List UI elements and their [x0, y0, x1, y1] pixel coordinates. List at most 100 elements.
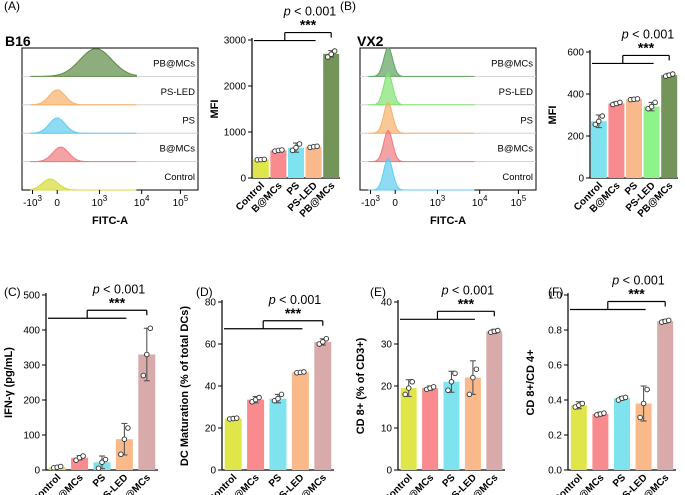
track-label: Control	[164, 172, 195, 183]
y-tick-label: 400	[23, 326, 40, 337]
track-label: PS-LED	[499, 87, 533, 98]
histogram-curve	[30, 48, 137, 77]
data-point	[256, 394, 262, 401]
significance-stars: ***	[628, 286, 645, 302]
bar	[252, 159, 269, 178]
y-tick-label: 500	[23, 291, 40, 302]
data-point	[473, 366, 480, 372]
data-point	[445, 387, 451, 393]
data-point	[409, 379, 415, 385]
y-tick-label: 200	[567, 132, 584, 143]
bar	[400, 388, 417, 470]
bar	[288, 147, 304, 178]
y-tick-label: 3000	[224, 36, 247, 47]
data-point	[622, 394, 629, 401]
data-point	[261, 156, 268, 163]
data-point	[637, 414, 643, 421]
data-point	[324, 54, 331, 60]
data-point	[301, 369, 307, 375]
y-tick-label: 0	[386, 466, 392, 477]
data-point	[80, 453, 86, 459]
y-tick-label: 1000	[224, 128, 247, 139]
y-tick-label: 20	[205, 424, 217, 435]
data-point	[648, 103, 655, 110]
significance-stars: ***	[285, 305, 302, 321]
y-tick-label: 0.8	[548, 326, 562, 337]
data-point	[596, 118, 602, 125]
panel-label: (A)	[4, 0, 20, 13]
data-point	[296, 141, 303, 147]
track-label: PB@MCs	[153, 58, 195, 69]
panel-label: (C)	[4, 285, 21, 299]
x-axis-label: FITC-A	[92, 215, 128, 227]
significance-stars: ***	[638, 39, 655, 55]
data-point	[405, 385, 412, 391]
x-tick-label: 105	[173, 194, 189, 209]
x-tick-label: -103	[361, 194, 380, 209]
data-point	[102, 456, 109, 463]
data-point	[448, 379, 455, 385]
bar	[614, 398, 630, 470]
x-tick-label: 0	[392, 198, 398, 209]
histogram-curve	[368, 157, 475, 191]
bar	[592, 414, 609, 470]
y-tick-label: 80	[205, 298, 217, 309]
panel-label: (F)	[548, 285, 563, 299]
histogram-curve	[368, 129, 475, 163]
y-tick-label: 40	[381, 298, 393, 309]
data-point	[147, 325, 154, 332]
data-point	[331, 48, 338, 54]
bar	[443, 381, 460, 470]
histogram-curve	[368, 101, 475, 134]
track-label: PS-LED	[161, 87, 195, 98]
track-label: B@MCs	[159, 144, 195, 155]
histogram-curve	[30, 89, 137, 106]
data-point	[669, 71, 676, 77]
bar	[314, 341, 332, 470]
histogram-curve	[30, 146, 137, 163]
track-label: B@MCs	[497, 144, 533, 155]
significance-stars: ***	[109, 294, 126, 310]
y-tick-label: 600	[567, 48, 584, 59]
bar	[269, 398, 287, 470]
y-axis-label: DC Maturation (% of total DCs)	[179, 306, 191, 466]
x-tick-label: 103	[92, 194, 108, 209]
bar-chart-F-bar: 0.00.20.40.60.81.0CD 8+/CD 4+ControlB@MC…	[525, 274, 676, 495]
histogram-A-hist: B16 PB@MCs PS-LED PS B@MCs Control -103 0 103 104…	[5, 33, 199, 227]
data-point	[289, 147, 296, 154]
bar	[270, 150, 287, 178]
x-tick-label: 105	[511, 194, 527, 209]
data-point	[279, 147, 285, 153]
data-point	[644, 386, 650, 393]
histogram-curve	[30, 117, 137, 134]
bar	[626, 99, 642, 178]
data-point	[233, 415, 240, 421]
x-tick-label: 104	[134, 194, 150, 209]
data-point	[320, 339, 326, 345]
track-label: PS	[182, 115, 195, 126]
y-tick-label: 400	[567, 90, 584, 101]
bar	[661, 75, 678, 178]
bar	[323, 53, 340, 178]
data-point	[599, 113, 606, 119]
histogram-title: B16	[5, 33, 31, 49]
data-point	[293, 144, 299, 151]
bar	[224, 418, 242, 470]
data-point	[592, 121, 599, 128]
category-label: PS	[440, 472, 457, 489]
x-axis-label: FITC-A	[430, 215, 466, 227]
data-point	[579, 400, 586, 407]
y-tick-label: 300	[23, 361, 40, 372]
x-tick-label: 103	[430, 194, 446, 209]
data-point	[452, 370, 458, 377]
x-tick-label: 104	[472, 194, 488, 209]
data-point	[640, 400, 647, 407]
category-label: PS	[267, 472, 284, 489]
y-axis-label: CD 8+ (% of CD3+)	[355, 337, 367, 434]
data-point	[140, 372, 147, 379]
data-point	[328, 51, 334, 58]
